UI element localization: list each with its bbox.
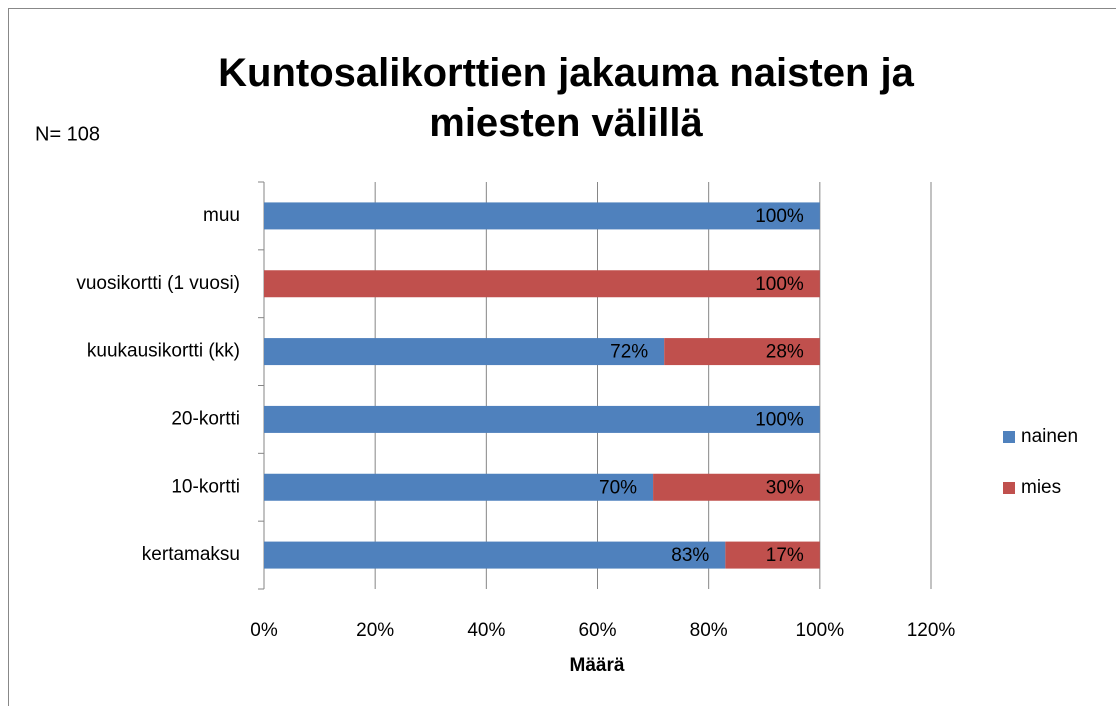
y-tick-label: vuosikortti (1 vuosi)	[76, 273, 240, 294]
y-tick-label: 20-kortti	[171, 408, 240, 429]
data-label: 28%	[766, 342, 804, 363]
data-label: 83%	[671, 545, 709, 566]
y-tick-label: 10-kortti	[171, 476, 240, 497]
x-tick-label: 40%	[467, 620, 505, 641]
chart-title: Kuntosalikorttien jakauma naisten ja mies…	[218, 51, 914, 145]
y-tick-label: muu	[203, 205, 240, 226]
bar-segment	[264, 270, 820, 298]
x-axis-title: Määrä	[570, 655, 625, 676]
x-tick-label: 0%	[250, 620, 278, 641]
data-label: 100%	[755, 274, 804, 295]
y-tick-label: kuukausikortti (kk)	[87, 341, 240, 362]
x-tick-label: 120%	[907, 620, 956, 641]
bar-segment	[264, 473, 654, 501]
data-label: 72%	[610, 342, 648, 363]
data-label: 17%	[766, 545, 804, 566]
bar-segment	[664, 338, 820, 366]
annotation: N= 108	[35, 123, 100, 145]
x-tick-label: 60%	[578, 620, 616, 641]
bar-segment	[264, 202, 820, 230]
legend-label: mies	[1021, 477, 1061, 498]
bar-segment	[264, 405, 820, 433]
data-label: 100%	[755, 206, 804, 227]
bar-segment	[653, 473, 820, 501]
data-label: 30%	[766, 477, 804, 498]
bar-segment	[725, 541, 820, 569]
bar-segment	[264, 541, 726, 569]
data-label: 100%	[755, 409, 804, 430]
legend-swatch	[1003, 482, 1015, 494]
legend-label: nainen	[1021, 426, 1078, 447]
y-tick-label: kertamaksu	[142, 544, 240, 565]
data-label: 70%	[599, 477, 637, 498]
x-tick-label: 100%	[796, 620, 845, 641]
bar-segment	[264, 338, 665, 366]
x-tick-label: 20%	[356, 620, 394, 641]
x-tick-label: 80%	[690, 620, 728, 641]
legend-swatch	[1003, 431, 1015, 443]
